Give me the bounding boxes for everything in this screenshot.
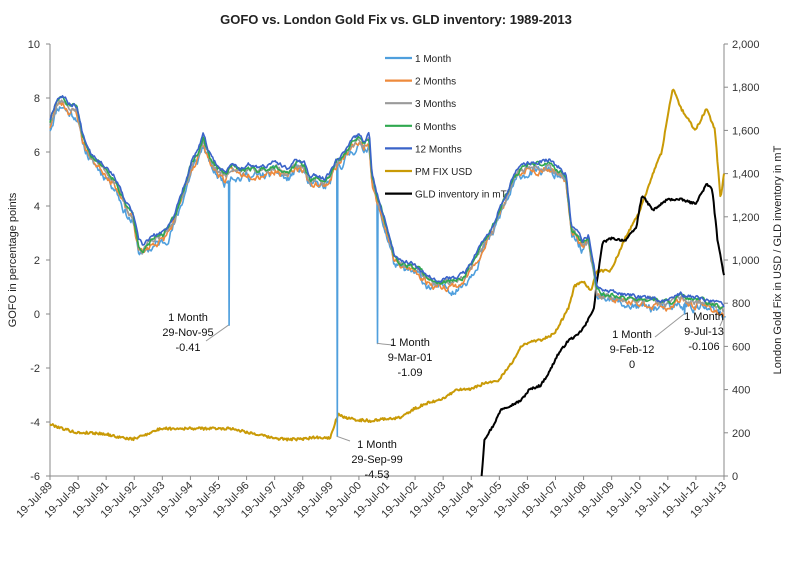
annotation-text: -0.106 bbox=[688, 341, 719, 353]
legend-label-1-month: 1 Month bbox=[415, 54, 451, 65]
legend-label-3-months: 3 Months bbox=[415, 99, 456, 110]
annotation-text: 9-Mar-01 bbox=[388, 352, 433, 364]
annotation-text: 29-Sep-99 bbox=[351, 454, 402, 466]
annotation-leader-line bbox=[336, 435, 351, 442]
annotation-text: -0.41 bbox=[175, 342, 200, 354]
y2-tick-label: 2,000 bbox=[732, 39, 760, 51]
y2-axis-title: London Gold Fix in USD / GLD inventory i… bbox=[772, 145, 784, 374]
legend: 1 Month 2 Months 3 Months 6 Months 12 Months… bbox=[385, 54, 507, 201]
y2-tick-label: 1,000 bbox=[732, 255, 760, 267]
annotation-text: 9-Jul-13 bbox=[684, 326, 724, 338]
plot-lines bbox=[49, 88, 726, 477]
y2-tick-label: 600 bbox=[732, 341, 750, 353]
annotation-text: 29-Nov-95 bbox=[162, 327, 213, 339]
legend-label-12-months: 12 Months bbox=[415, 144, 462, 155]
annotation-text: -1.09 bbox=[397, 367, 422, 379]
series-line-gld-inventory-in-mt bbox=[480, 183, 725, 477]
chart-title: GOFO vs. London Gold Fix vs. GLD invento… bbox=[220, 12, 572, 27]
annotation-text: 0 bbox=[629, 359, 635, 371]
y-tick-label: 4 bbox=[34, 201, 40, 213]
annotation-text: 1 Month bbox=[357, 439, 397, 451]
series-line-pm-fix-usd bbox=[49, 88, 725, 442]
legend-label-gld-inventory-in-mt: GLD inventory in mT bbox=[415, 190, 507, 201]
annotation-leader-line bbox=[205, 324, 229, 342]
y-tick-label: 10 bbox=[28, 39, 40, 51]
annotation-text: 1 Month bbox=[612, 329, 652, 341]
annotation-text: 1 Month bbox=[168, 312, 208, 324]
y-tick-label: -2 bbox=[30, 363, 40, 375]
y2-tick-label: 400 bbox=[732, 385, 750, 397]
y2-tick-label: 1,400 bbox=[732, 169, 760, 181]
y2-tick-label: 800 bbox=[732, 298, 750, 310]
y2-tick-label: 1,800 bbox=[732, 82, 760, 94]
ann-feb12: 1 Month 9-Feb-12 0 bbox=[610, 313, 685, 371]
annotation-text: 1 Month bbox=[390, 337, 430, 349]
ann-mar01: 1 Month 9-Mar-01 -1.09 bbox=[376, 337, 433, 379]
annotation-leader-line bbox=[654, 313, 685, 338]
annotation-leader-line bbox=[376, 342, 394, 346]
y-tick-label: 2 bbox=[34, 255, 40, 267]
series-line-1-month bbox=[49, 106, 726, 438]
y-tick-label: 8 bbox=[34, 93, 40, 105]
ann-sep99: 1 Month 29-Sep-99 -4.53 bbox=[336, 435, 403, 481]
legend-label-2-months: 2 Months bbox=[415, 77, 456, 88]
y2-tick-label: 1,200 bbox=[732, 212, 760, 224]
annotation-text: 1 Month bbox=[684, 311, 724, 323]
annotations: 1 Month 29-Nov-95 -0.41 1 Month 29-Sep-99 -4.… bbox=[162, 311, 725, 481]
y-tick-label: -6 bbox=[30, 471, 40, 483]
annotation-leader-line bbox=[719, 316, 725, 327]
ann-nov95: 1 Month 29-Nov-95 -0.41 bbox=[162, 312, 229, 354]
y-axis-title: GOFO in percentage points bbox=[7, 192, 19, 327]
y2-tick-label: 1,600 bbox=[732, 125, 760, 137]
annotation-text: -4.53 bbox=[364, 469, 389, 481]
series-line-12-months bbox=[49, 95, 725, 308]
y2-tick-label: 200 bbox=[732, 428, 750, 440]
legend-label-6-months: 6 Months bbox=[415, 122, 456, 133]
legend-label-pm-fix-usd: PM FIX USD bbox=[415, 167, 472, 178]
y-tick-label: 6 bbox=[34, 147, 40, 159]
y-tick-label: 0 bbox=[34, 309, 40, 321]
y-tick-label: -4 bbox=[30, 417, 40, 429]
y2-tick-label: 0 bbox=[732, 471, 738, 483]
annotation-text: 9-Feb-12 bbox=[610, 344, 655, 356]
ann-jul13: 1 Month 9-Jul-13 -0.106 bbox=[684, 311, 725, 353]
